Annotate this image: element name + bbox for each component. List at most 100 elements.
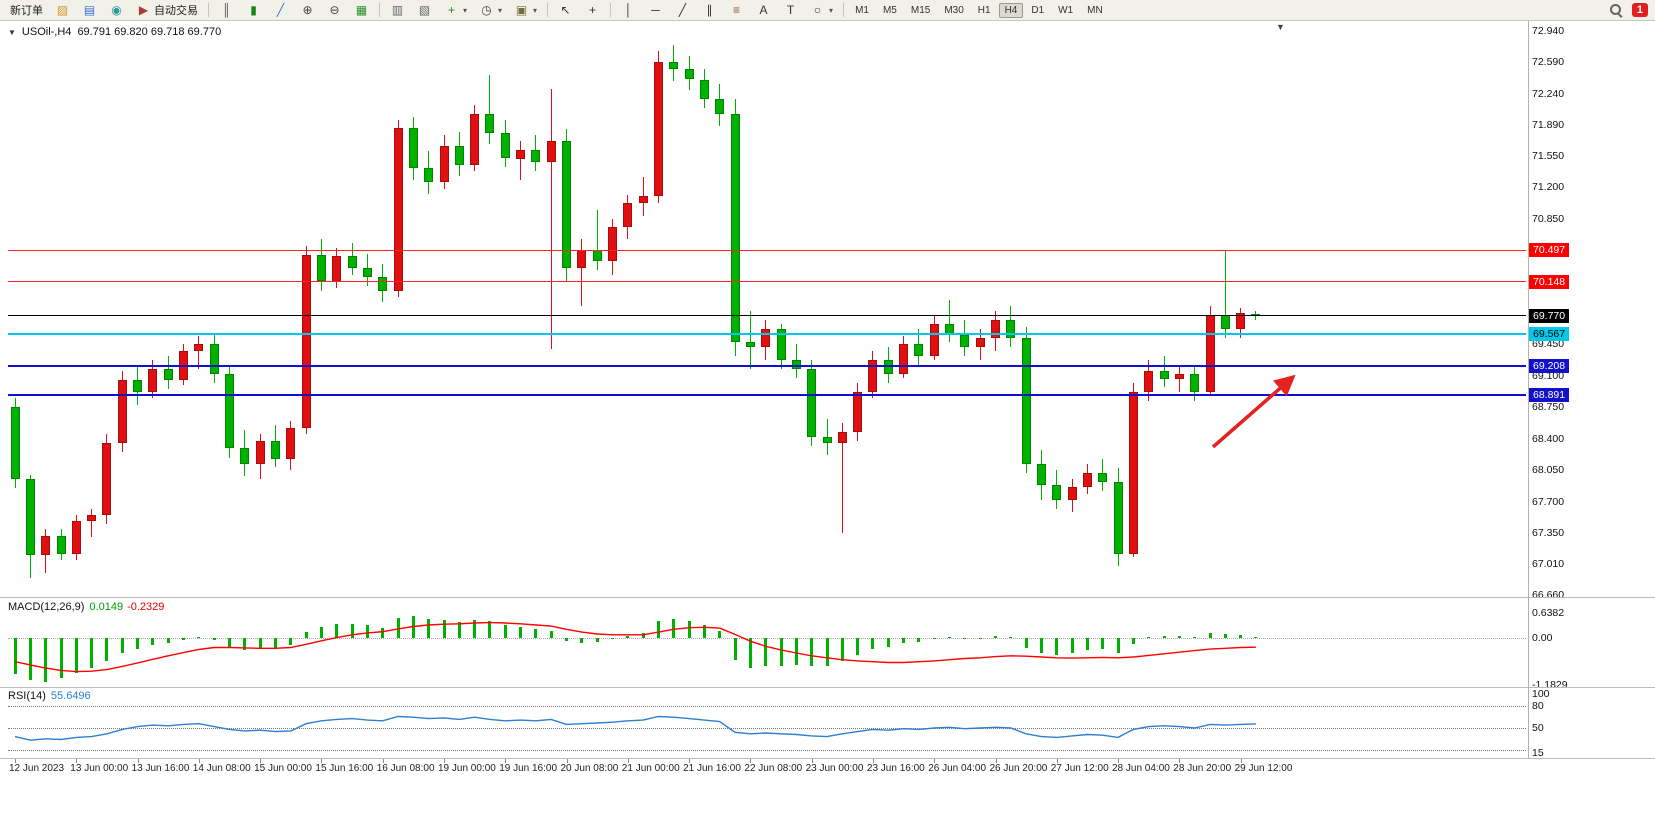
new-chart-button[interactable]: ▨ xyxy=(50,1,75,19)
horizontal-line-object[interactable] xyxy=(8,249,1526,251)
new-order-button[interactable]: 新订单 xyxy=(10,5,43,17)
period-button[interactable]: ◷ ▾ xyxy=(474,1,507,19)
channel-button[interactable]: ∥ xyxy=(697,1,722,19)
price-axis-label: 71.200 xyxy=(1532,181,1565,194)
timeframe-button-m15[interactable]: M15 xyxy=(910,4,931,16)
timeframe-button-mn[interactable]: MN xyxy=(1087,4,1103,16)
search-icon[interactable] xyxy=(1609,3,1624,18)
macd-histogram-bar xyxy=(611,638,614,639)
candle-body xyxy=(41,535,51,556)
macd-histogram-bar xyxy=(1193,637,1197,639)
rsi-level-line xyxy=(8,706,1526,708)
candle-wick xyxy=(91,508,93,538)
time-axis-label: 19 Jun 00:00 xyxy=(438,763,496,774)
macd-histogram-bar xyxy=(978,638,982,639)
macd-histogram-bar xyxy=(488,621,492,638)
timeframe-button-h4[interactable]: H4 xyxy=(998,2,1024,18)
candle-body xyxy=(1082,472,1092,488)
arrange-windows-button[interactable]: ▧ xyxy=(412,1,437,19)
panel-separator-macd[interactable] xyxy=(0,597,1655,598)
zoom-in-button[interactable]: ⊕ xyxy=(295,1,320,19)
text-button[interactable]: A xyxy=(751,1,776,19)
arrange-windows-icon: ▧ xyxy=(418,3,431,17)
candle-body xyxy=(776,329,786,360)
macd-histogram-bar xyxy=(120,638,124,653)
rsi-level-line xyxy=(8,728,1526,729)
time-axis-label: 16 Jun 08:00 xyxy=(376,763,435,774)
macd-histogram-bar xyxy=(243,638,247,650)
macd-histogram-bar xyxy=(641,633,645,638)
horizontal-line-object[interactable] xyxy=(8,332,1526,335)
timeframe-button-w1[interactable]: W1 xyxy=(1058,4,1074,16)
candle-body xyxy=(899,344,909,374)
horizontal-line-object[interactable] xyxy=(8,315,1526,317)
market-watch-button[interactable]: ▤ xyxy=(77,1,102,19)
candle-body xyxy=(1021,338,1031,464)
add-indicator-button[interactable]: + ▾ xyxy=(439,1,472,19)
candle-body xyxy=(669,61,679,69)
horizontal-line-button[interactable]: ─ xyxy=(643,1,668,19)
crosshair-icon: + xyxy=(589,3,597,17)
cursor-button[interactable]: ↖ xyxy=(553,1,578,19)
candle-body xyxy=(1220,314,1230,330)
candle-body xyxy=(975,338,985,348)
trendline-button[interactable]: ╱ xyxy=(670,1,695,19)
candle-body xyxy=(240,447,250,464)
time-tick xyxy=(260,759,262,763)
macd-histogram-bar xyxy=(365,625,369,638)
crosshair-button[interactable]: + xyxy=(580,1,605,19)
horizontal-line-object[interactable] xyxy=(8,281,1526,283)
candle-body xyxy=(255,440,265,464)
shapes-button[interactable]: ○ ▾ xyxy=(805,1,838,19)
bar-chart-button[interactable]: ║ xyxy=(214,1,239,19)
autotrading-button[interactable]: ▶ 自动交易 xyxy=(131,1,203,19)
time-axis-label: 15 Jun 16:00 xyxy=(315,763,374,774)
vertical-line-button[interactable]: │ xyxy=(616,1,641,19)
text-label-button[interactable]: T xyxy=(778,1,803,19)
candle-body xyxy=(1098,472,1108,482)
price-axis-label: 67.700 xyxy=(1532,495,1565,508)
timeframe-button-m1[interactable]: M1 xyxy=(855,4,869,16)
time-tick xyxy=(198,759,200,763)
panel-separator-rsi[interactable] xyxy=(0,687,1655,688)
macd-histogram-bar xyxy=(1085,638,1089,650)
candle-body xyxy=(1067,487,1077,500)
price-tag: 70.497 xyxy=(1529,243,1570,258)
candle-body xyxy=(868,359,878,392)
candle-wick xyxy=(1224,250,1226,339)
new-chart-icon: ▨ xyxy=(56,3,69,17)
timeframe-button-m30[interactable]: M30 xyxy=(944,4,964,16)
price-axis-label: 71.890 xyxy=(1532,119,1565,132)
zoom-out-button[interactable]: ⊖ xyxy=(322,1,347,19)
navigator-button[interactable]: ◉ xyxy=(104,1,129,19)
timeframe-button-d1[interactable]: D1 xyxy=(1031,4,1045,16)
notification-badge[interactable]: 1 xyxy=(1631,3,1648,17)
autotrading-icon: ▶ xyxy=(138,3,149,17)
horizontal-line-object[interactable] xyxy=(8,393,1526,396)
fibonacci-button[interactable]: ≡ xyxy=(724,1,749,19)
time-axis-label: 15 Jun 00:00 xyxy=(254,763,312,774)
candle-body xyxy=(500,133,510,159)
cascade-windows-button[interactable]: ▥ xyxy=(385,1,410,19)
expand-arrow-icon[interactable]: ▼ xyxy=(8,27,16,37)
bar-chart-icon: ║ xyxy=(222,3,231,17)
timeframe-button-h1[interactable]: H1 xyxy=(977,4,991,16)
candle-body xyxy=(1036,463,1046,486)
tile-windows-button[interactable]: ▦ xyxy=(349,1,374,19)
dropdown-caret-icon: ▾ xyxy=(829,5,834,15)
template-button[interactable]: ▣ ▾ xyxy=(509,1,542,19)
price-axis-label: 69.450 xyxy=(1532,338,1565,351)
candlestick-button[interactable]: ▮ xyxy=(241,1,266,19)
price-axis-label: 67.010 xyxy=(1532,557,1565,570)
time-tick xyxy=(934,759,936,763)
time-axis-label: 19 Jun 16:00 xyxy=(499,763,558,774)
chart-shift-marker[interactable]: ▼ xyxy=(1276,22,1285,32)
price-axis-label: 66.660 xyxy=(1532,589,1565,601)
macd-histogram-bar xyxy=(917,638,921,642)
line-chart-button[interactable]: ╱ xyxy=(268,1,293,19)
macd-histogram-bar xyxy=(105,638,109,661)
horizontal-line-object[interactable] xyxy=(8,365,1526,368)
timeframe-button-m5[interactable]: M5 xyxy=(882,4,897,16)
time-axis-label: 14 Jun 08:00 xyxy=(192,763,251,774)
add-indicator-icon: + xyxy=(447,3,455,17)
